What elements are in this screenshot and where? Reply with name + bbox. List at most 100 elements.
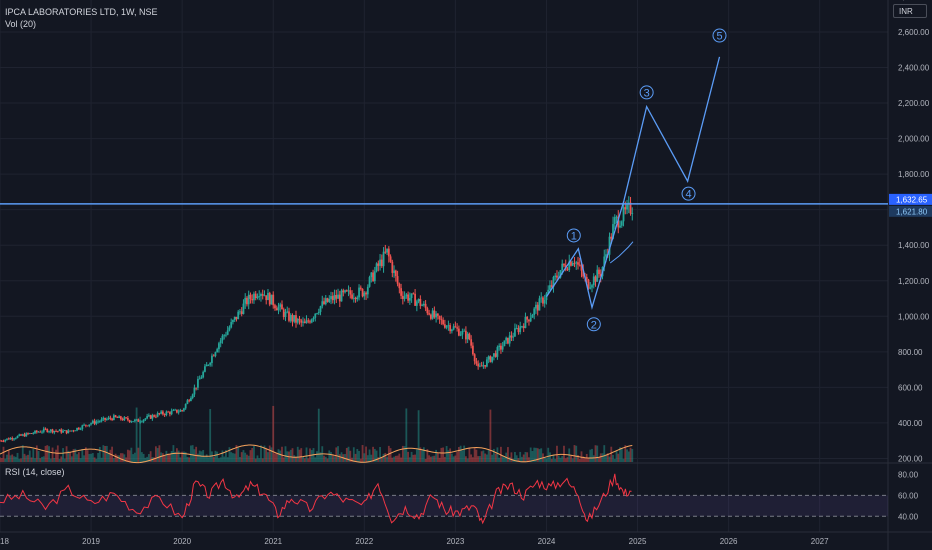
candle-body bbox=[90, 423, 92, 425]
candle-body bbox=[517, 328, 520, 333]
volume-ma-line bbox=[0, 444, 633, 464]
price-axis-tick: 600.00 bbox=[898, 383, 923, 392]
rsi-axis-tick: 80.00 bbox=[898, 470, 919, 479]
candle-body bbox=[608, 236, 611, 255]
candle-body bbox=[533, 308, 536, 315]
volume-bar bbox=[405, 408, 408, 462]
candle-body bbox=[612, 224, 614, 239]
volume-bar bbox=[314, 457, 317, 462]
candle-body bbox=[27, 433, 29, 434]
candle-body bbox=[156, 413, 159, 417]
volume-bar bbox=[510, 452, 513, 462]
candle-body bbox=[293, 315, 296, 322]
volume-bar bbox=[228, 447, 231, 462]
volume-bar bbox=[475, 449, 478, 462]
volume-bar bbox=[463, 445, 466, 462]
currency-button[interactable]: INR bbox=[893, 4, 927, 18]
candle-body bbox=[21, 434, 24, 436]
volume-bar bbox=[296, 446, 299, 462]
price-axis-tick: 1,000.00 bbox=[898, 312, 930, 321]
candle-body bbox=[167, 411, 170, 413]
volume-bar bbox=[37, 451, 40, 462]
candle-body bbox=[398, 283, 401, 289]
candle-body bbox=[363, 292, 366, 297]
price-axis-tick: 200.00 bbox=[898, 454, 923, 463]
volume-bar bbox=[466, 458, 469, 462]
volume-bar bbox=[440, 447, 443, 462]
candle-body bbox=[211, 355, 213, 363]
volume-bar bbox=[422, 447, 425, 462]
candle-body bbox=[6, 438, 8, 440]
candle-body bbox=[253, 293, 255, 301]
candle-body bbox=[433, 310, 436, 318]
price-axis-tick: 800.00 bbox=[898, 348, 923, 357]
candle-body bbox=[396, 276, 399, 284]
candle-body bbox=[352, 297, 355, 299]
candle-body bbox=[417, 298, 420, 302]
candle-body bbox=[624, 207, 627, 210]
candle-body bbox=[482, 365, 485, 367]
candle-body bbox=[626, 204, 628, 210]
volume-bar bbox=[522, 454, 525, 462]
rsi-indicator-label: RSI (14, close) bbox=[5, 467, 65, 477]
candle-body bbox=[531, 314, 534, 318]
volume-bar bbox=[454, 455, 457, 462]
candle-body bbox=[232, 319, 234, 323]
volume-bar bbox=[407, 451, 409, 462]
volume-bar bbox=[39, 458, 42, 462]
candle-body bbox=[351, 294, 353, 299]
candle-body bbox=[37, 431, 40, 433]
candle-body bbox=[422, 303, 425, 306]
candle-body bbox=[330, 296, 332, 299]
candle-body bbox=[415, 301, 418, 306]
candle-body bbox=[514, 328, 516, 337]
volume-bar bbox=[93, 457, 96, 462]
volume-bar bbox=[363, 453, 366, 462]
candle-body bbox=[566, 269, 569, 271]
candle-body bbox=[56, 431, 59, 432]
volume-bar bbox=[610, 446, 613, 462]
candle-body bbox=[310, 319, 313, 323]
volume-bar bbox=[211, 451, 213, 462]
candle-body bbox=[459, 334, 462, 336]
volume-bar bbox=[507, 447, 509, 462]
candle-body bbox=[615, 216, 618, 218]
volume-bar bbox=[146, 456, 149, 462]
volume-bar bbox=[163, 455, 166, 462]
candle-body bbox=[272, 294, 275, 306]
volume-bar bbox=[302, 456, 304, 462]
candle-body bbox=[226, 330, 229, 335]
volume-bar bbox=[450, 453, 453, 462]
candle-body bbox=[309, 321, 311, 323]
candle-body bbox=[394, 270, 397, 277]
volume-bar bbox=[167, 453, 170, 462]
candle-body bbox=[105, 418, 108, 420]
candle-body bbox=[598, 269, 600, 275]
volume-bar bbox=[349, 450, 352, 462]
volume-bar bbox=[386, 456, 388, 462]
volume-bar bbox=[83, 455, 85, 462]
candle-body bbox=[242, 303, 245, 315]
volume-bar bbox=[104, 445, 106, 462]
volume-bar bbox=[626, 449, 628, 462]
candle-body bbox=[153, 415, 156, 417]
candle-body bbox=[528, 319, 530, 322]
volume-bar bbox=[438, 457, 441, 462]
candle-body bbox=[149, 415, 152, 419]
candle-body bbox=[568, 261, 571, 271]
candle-body bbox=[577, 262, 579, 265]
volume-bar bbox=[21, 445, 24, 462]
volume-bar bbox=[529, 447, 532, 462]
volume-bar bbox=[190, 445, 192, 462]
volume-bar bbox=[489, 409, 492, 462]
candle-body bbox=[72, 430, 75, 432]
price-axis-tick: 2,400.00 bbox=[898, 64, 930, 73]
volume-bar bbox=[323, 455, 325, 462]
volume-bar bbox=[331, 455, 334, 462]
candle-body bbox=[125, 417, 128, 419]
volume-bar bbox=[426, 449, 429, 462]
volume-bar bbox=[183, 451, 185, 462]
volume-bar bbox=[564, 458, 567, 462]
candle-body bbox=[48, 431, 50, 433]
